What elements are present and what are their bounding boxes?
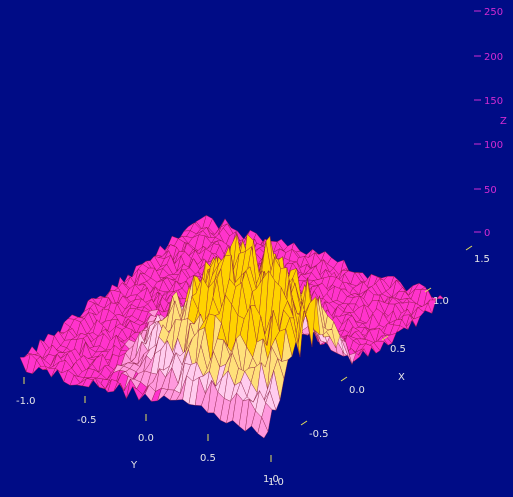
x-axis-tick-label: 1.0	[433, 296, 449, 307]
z-axis-tick-label: 50	[484, 185, 497, 196]
x-axis-tick-label: 1.5	[474, 254, 490, 265]
x-axis-tick-label: 0.5	[390, 344, 406, 355]
x-axis-tick	[424, 287, 432, 293]
x-axis-tick-label: -0.5	[309, 429, 329, 440]
x-axis-tick	[465, 245, 473, 251]
y-axis-tick-label: -1.0	[16, 396, 36, 407]
y-axis-label: Y	[130, 460, 138, 471]
x-axis-tick-label: 0.0	[349, 385, 365, 396]
z-axis-label: Z	[500, 116, 507, 127]
x-axis-tick	[340, 376, 348, 382]
y-axis-tick-label: 0.0	[138, 433, 154, 444]
y-axis-tick-label: -0.5	[77, 415, 97, 426]
y-axis-tick-label: 0.5	[200, 453, 216, 464]
z-axis-tick-label: 100	[484, 140, 503, 151]
y-axis-tick-label: 1.0	[263, 474, 279, 485]
surface-facet	[257, 416, 269, 439]
z-axis-tick-label: 250	[484, 7, 503, 18]
x-axis-tick	[381, 335, 389, 341]
z-axis-tick-label: 150	[484, 96, 503, 107]
surface-mesh	[19, 214, 445, 439]
x-axis-tick	[300, 420, 308, 426]
z-axis-tick-label: 0	[484, 228, 490, 239]
x-axis-corner-label: 1.0	[268, 477, 284, 488]
axes-group: -1.0 -0.5 0.0 0.5 1.0 Y -0.5 0.0 0.5 1.0 1.5 X 1.0 0 5…	[16, 7, 507, 488]
z-axis-tick-label: 200	[484, 52, 503, 63]
x-axis-label: X	[398, 372, 405, 383]
